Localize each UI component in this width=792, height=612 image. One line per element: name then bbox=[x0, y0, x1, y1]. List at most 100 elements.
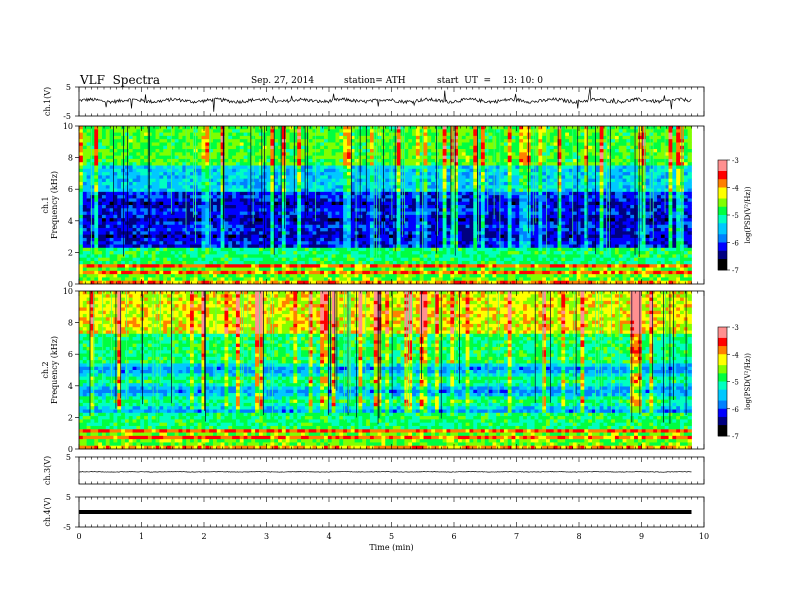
spectrogram-cell bbox=[109, 201, 114, 206]
spectrogram-cell bbox=[262, 251, 267, 255]
spectrogram-cell bbox=[369, 198, 375, 203]
spectrogram-cell bbox=[358, 126, 363, 130]
spectrogram-cell bbox=[270, 254, 275, 259]
spectrogram-cell bbox=[239, 277, 245, 282]
spectrogram-cell bbox=[304, 145, 310, 150]
spectrogram-cell bbox=[98, 214, 103, 219]
spectrogram-cell bbox=[205, 244, 210, 249]
spectrogram-cell bbox=[128, 155, 133, 160]
spectrogram-cell bbox=[151, 244, 156, 249]
spectrogram-cell bbox=[377, 221, 382, 226]
spectrogram-cell bbox=[243, 228, 248, 232]
spectrogram-cell bbox=[132, 251, 137, 255]
spectrogram-cell bbox=[412, 201, 417, 206]
spectrogram-cell bbox=[232, 237, 237, 242]
spectrogram-cell bbox=[454, 126, 459, 130]
spectrogram-cell bbox=[140, 191, 145, 196]
spectrogram-cell bbox=[385, 214, 390, 219]
spectrogram-cell bbox=[454, 181, 459, 186]
spectrogram-cell bbox=[308, 237, 313, 242]
spectrogram-cell bbox=[278, 132, 283, 137]
spectrogram-cell bbox=[396, 247, 401, 252]
spectrogram-cell bbox=[82, 201, 88, 206]
spectrogram-cell bbox=[431, 175, 436, 180]
spectrogram-cell bbox=[293, 155, 298, 160]
spectrogram-cell bbox=[109, 211, 114, 216]
spectrogram-cell bbox=[98, 267, 103, 272]
spectrogram-cell bbox=[350, 247, 356, 252]
spectrogram-cell bbox=[124, 175, 130, 180]
spectrogram-cell bbox=[147, 168, 153, 173]
spectrogram-cell bbox=[289, 274, 294, 278]
spectrogram-cell bbox=[147, 185, 153, 189]
spectrogram-cell bbox=[113, 185, 118, 189]
spectrogram-cell bbox=[396, 175, 401, 180]
spectrogram-cell bbox=[220, 214, 225, 219]
spectrogram-cell bbox=[320, 126, 325, 130]
spectrogram-cell bbox=[144, 135, 149, 140]
spectrogram-cell bbox=[297, 241, 302, 245]
spectrogram-cell bbox=[278, 211, 283, 216]
spectrogram-cell bbox=[190, 208, 195, 212]
spectrogram-cell bbox=[350, 175, 356, 180]
spectrogram-cell bbox=[144, 277, 149, 282]
spectrogram-cell bbox=[232, 274, 237, 278]
spectrogram-cell bbox=[90, 221, 95, 226]
spectrogram-cell bbox=[412, 165, 417, 170]
spectrogram-cell bbox=[366, 142, 371, 147]
spectrogram-cell bbox=[327, 158, 333, 163]
spectrogram-cell bbox=[163, 241, 168, 245]
spectrogram-cell bbox=[117, 224, 122, 229]
spectrogram-cell bbox=[193, 277, 199, 282]
spectrogram-cell bbox=[147, 221, 153, 226]
spectrogram-cell bbox=[193, 205, 199, 209]
spectrogram-cell bbox=[358, 277, 363, 282]
spectrogram-cell bbox=[343, 264, 348, 268]
spectrogram-cell bbox=[132, 178, 137, 183]
spectrogram-cell bbox=[163, 244, 168, 249]
spectrogram-cell bbox=[297, 208, 302, 212]
spectrogram-cell bbox=[136, 178, 141, 183]
spectrogram-cell bbox=[324, 158, 329, 163]
spectrogram-cell bbox=[431, 191, 436, 196]
spectrogram-cell bbox=[144, 198, 149, 203]
spectrogram-cell bbox=[144, 267, 149, 272]
spectrogram-cell bbox=[82, 198, 88, 203]
spectrogram-cell bbox=[174, 162, 179, 166]
spectrogram-cell bbox=[293, 178, 298, 183]
spectrogram-cell bbox=[98, 234, 103, 239]
spectrogram-cell bbox=[454, 270, 459, 275]
spectrogram-cell bbox=[170, 135, 176, 140]
spectrogram-cell bbox=[312, 257, 317, 262]
spectrogram-cell bbox=[270, 211, 275, 216]
spectrogram-cell bbox=[109, 234, 114, 239]
spectrogram-cell bbox=[140, 185, 145, 189]
spectrogram-cell bbox=[209, 251, 214, 255]
spectrogram-cell bbox=[216, 165, 222, 170]
spectrogram-cell bbox=[415, 152, 421, 157]
spectrogram-cell bbox=[442, 135, 447, 140]
spectrogram-cell bbox=[90, 241, 95, 245]
spectrogram-cell bbox=[190, 257, 195, 262]
spectrogram-cell bbox=[255, 172, 260, 176]
spectrogram-cell bbox=[167, 139, 172, 143]
spectrogram-cell bbox=[301, 254, 306, 259]
spectrogram-cell bbox=[190, 251, 195, 255]
spectrogram-cell bbox=[243, 218, 248, 222]
spectrogram-cell bbox=[369, 185, 375, 189]
spectrogram-cell bbox=[155, 224, 160, 229]
spectrogram-cell bbox=[155, 270, 160, 275]
spectrogram-cell bbox=[339, 178, 344, 183]
spectrogram-cell bbox=[308, 142, 313, 147]
spectrogram-cell bbox=[339, 254, 344, 259]
spectrogram-cell bbox=[136, 155, 141, 160]
spectrogram-cell bbox=[232, 198, 237, 203]
spectrogram-cell bbox=[358, 211, 363, 216]
spectrogram-cell bbox=[136, 168, 141, 173]
spectrogram-cell bbox=[144, 251, 149, 255]
spectrogram-cell bbox=[224, 155, 229, 160]
spectrogram-cell bbox=[105, 145, 111, 150]
spectrogram-cell bbox=[327, 257, 333, 262]
spectrogram-cell bbox=[220, 257, 225, 262]
spectrogram-cell bbox=[220, 218, 225, 222]
